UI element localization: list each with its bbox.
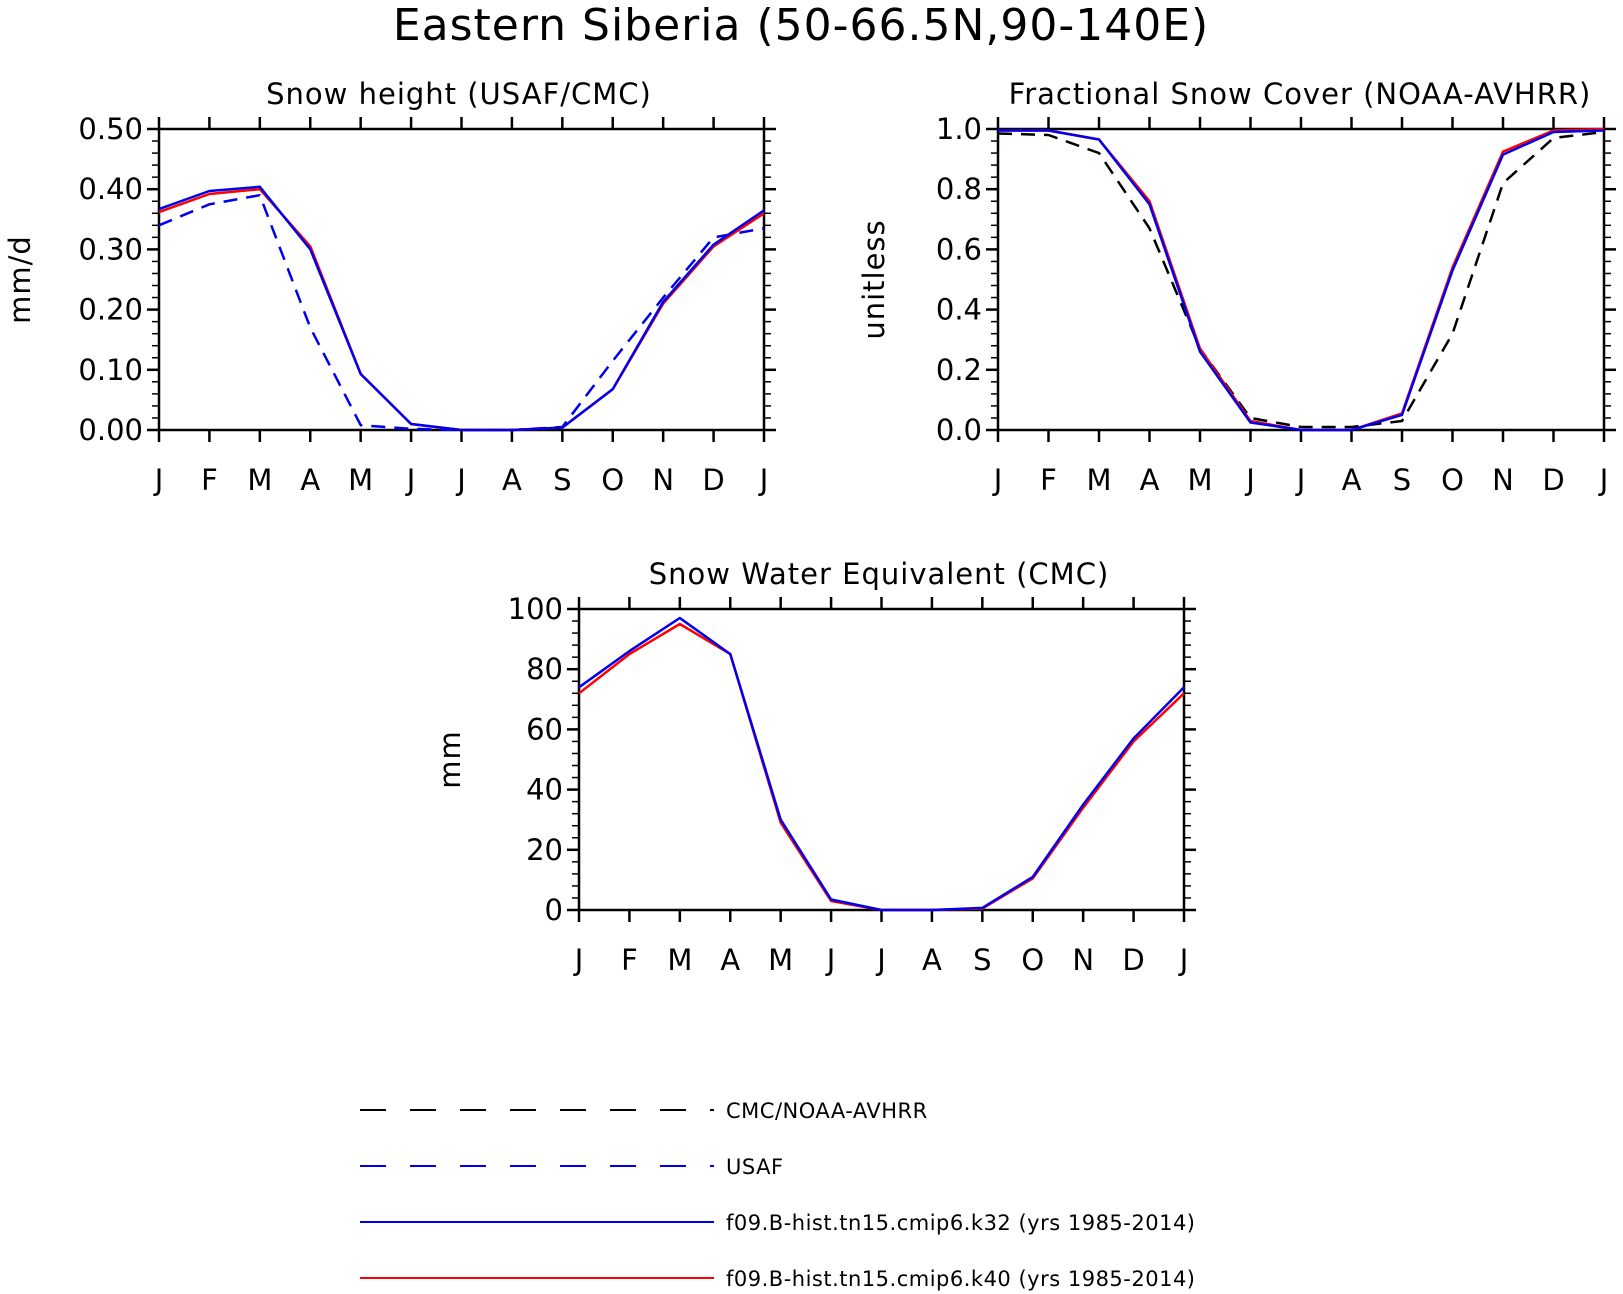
x-tick-label: J	[1178, 943, 1189, 977]
x-tick-label: A	[300, 463, 320, 497]
y-tick-label: 0.40	[78, 172, 143, 206]
x-tick-label: M	[667, 943, 692, 977]
y-tick-label: 0.10	[78, 353, 143, 387]
x-tick-label: A	[922, 943, 942, 977]
x-tick-label: F	[201, 463, 218, 497]
y-tick-label: 0.2	[936, 353, 982, 387]
x-tick-label: S	[553, 463, 571, 497]
y-tick-label: 80	[526, 652, 563, 686]
x-tick-label: N	[652, 463, 674, 497]
x-tick-label: D	[1542, 463, 1564, 497]
y-tick-label: 60	[526, 712, 563, 746]
x-tick-label: M	[1086, 463, 1111, 497]
series-line-k32	[578, 616, 1185, 912]
x-tick-label: A	[1140, 463, 1160, 497]
x-tick-label: J	[825, 943, 836, 977]
x-tick-label: J	[1244, 463, 1255, 497]
series-line-k32	[998, 129, 1605, 432]
x-tick-label: J	[992, 463, 1003, 497]
x-tick-label: J	[1598, 463, 1609, 497]
y-tick-label: 0.20	[78, 293, 143, 327]
x-tick-label: F	[621, 943, 638, 977]
ylabel-snow-water-equivalent: mm	[433, 730, 467, 789]
x-tick-label: M	[247, 463, 272, 497]
series-line-k40	[578, 622, 1185, 912]
x-tick-label: A	[502, 463, 522, 497]
y-tick-label: 0.00	[78, 413, 143, 447]
x-tick-label: O	[1441, 463, 1464, 497]
x-tick-label: J	[573, 943, 584, 977]
x-tick-label: M	[348, 463, 373, 497]
x-tick-label: D	[1122, 943, 1144, 977]
legend-label: f09.B-hist.tn15.cmip6.k40 (yrs 1985-2014…	[726, 1267, 1196, 1291]
x-tick-label: J	[455, 463, 466, 497]
x-tick-label: S	[1393, 463, 1411, 497]
ylabel-fractional-snow-cover: unitless	[857, 219, 891, 339]
y-tick-label: 0.30	[78, 232, 143, 266]
x-tick-label: M	[768, 943, 793, 977]
x-tick-label: J	[1295, 463, 1306, 497]
y-tick-label: 0.8	[936, 172, 982, 206]
panel-title-snow-height: Snow height (USAF/CMC)	[266, 77, 652, 111]
y-tick-label: 0.50	[78, 112, 143, 146]
x-tick-label: D	[702, 463, 724, 497]
x-tick-label: J	[153, 463, 164, 497]
legend-label: CMC/NOAA-AVHRR	[726, 1099, 928, 1123]
y-tick-label: 0.4	[936, 293, 982, 327]
figure-title: Eastern Siberia (50-66.5N,90-140E)	[393, 0, 1209, 51]
x-tick-label: J	[875, 943, 886, 977]
x-tick-label: N	[1072, 943, 1094, 977]
y-tick-label: 0.6	[936, 232, 982, 266]
x-tick-label: A	[1342, 463, 1362, 497]
series-line-cmc	[997, 130, 1605, 429]
panel-title-fractional-snow-cover: Fractional Snow Cover (NOAA-AVHRR)	[1009, 77, 1592, 111]
series-line-k32	[158, 185, 765, 432]
x-tick-label: J	[758, 463, 769, 497]
legend: CMC/NOAA-AVHRR USAF f09.B-hist.tn15.cmip6.…	[360, 1099, 1196, 1291]
x-tick-label: M	[1187, 463, 1212, 497]
x-tick-label: F	[1040, 463, 1057, 497]
x-tick-label: N	[1492, 463, 1514, 497]
panel-snow-water-equivalent: Snow Water Equivalent (CMC) mm 0 20 40 60 80…	[433, 557, 1196, 977]
x-tick-label: J	[405, 463, 416, 497]
x-tick-label: O	[601, 463, 624, 497]
panel-title-snow-water-equivalent: Snow Water Equivalent (CMC)	[649, 557, 1110, 591]
series-line-k40	[158, 187, 765, 432]
y-tick-label: 0	[545, 893, 563, 927]
y-tick-label: 1.0	[936, 112, 982, 146]
y-tick-label: 20	[526, 833, 563, 867]
legend-label: USAF	[726, 1155, 784, 1179]
panel-fractional-snow-cover: Fractional Snow Cover (NOAA-AVHRR) unitl…	[857, 77, 1616, 497]
y-tick-label: 0.0	[936, 413, 982, 447]
x-tick-label: O	[1021, 943, 1044, 977]
plot-frame	[157, 127, 766, 432]
plot-frame	[577, 607, 1186, 912]
panel-snow-height: Snow height (USAF/CMC) mm/d 0.00 0.10 0.20…	[3, 77, 776, 497]
series-line-usaf	[158, 193, 765, 432]
y-tick-label: 100	[508, 592, 563, 626]
x-tick-label: S	[973, 943, 991, 977]
legend-label: f09.B-hist.tn15.cmip6.k32 (yrs 1985-2014…	[726, 1211, 1196, 1235]
x-tick-label: A	[720, 943, 740, 977]
ylabel-snow-height: mm/d	[3, 235, 37, 324]
y-tick-label: 40	[526, 773, 563, 807]
